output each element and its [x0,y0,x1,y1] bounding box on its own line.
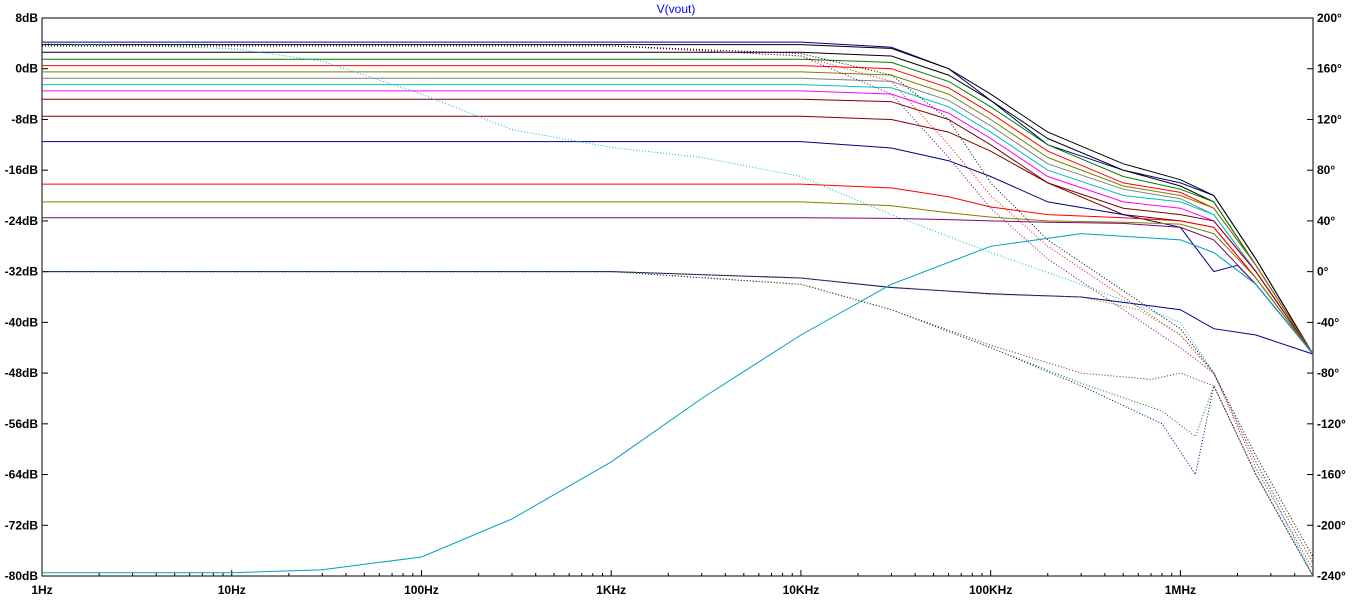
x-tick-label-4: 10KHz [783,583,820,597]
y-tick-label-9: -64dB [5,468,39,482]
phase-trace-2 [42,45,1314,570]
y-tick-label-11: -80dB [5,569,39,583]
phase-trace-7 [42,271,1314,577]
x-axis: 1Hz 10Hz 100Hz 1KHz 10KHz 100KHz 1MHz [31,570,1314,597]
magnitude-trace-9 [42,98,1314,355]
y2-tick-label-8: -120° [1317,417,1346,431]
y-tick-label-5: -32dB [5,265,39,279]
y-tick-label-1: 0dB [15,62,38,76]
magnitude-trace-13 [42,201,1314,355]
magnitude-trace-16 [42,233,1314,574]
magnitude-trace-7 [42,84,1314,355]
y2-tick-label-3: 80° [1317,163,1335,177]
y2-tick-label-0: 200° [1317,11,1342,25]
y2-tick-label-9: -160° [1317,468,1346,482]
magnitude-trace-15 [42,271,1314,355]
phase-trace-4 [42,271,1314,564]
y-tick-label-6: -40dB [5,315,39,329]
y2-tick-label-6: -40° [1317,315,1339,329]
magnitude-trace-3 [42,58,1314,355]
y-tick-label-0: 8dB [15,11,38,25]
x-tick-label-1: 10Hz [218,583,246,597]
y2-tick-label-4: 40° [1317,214,1335,228]
phase-trace-6 [42,271,1314,577]
x-tick-label-6: 1MHz [1165,583,1196,597]
y-tick-label-3: -16dB [5,163,39,177]
y-tick-label-4: -24dB [5,214,39,228]
phase-trace-0 [41,42,1314,577]
y2-tick-label-1: 160° [1317,62,1342,76]
x-tick-label-2: 100Hz [404,583,439,597]
y2-tick-label-11: -240° [1317,569,1346,583]
phase-trace-5 [42,271,1314,577]
y2-tick-label-7: -80° [1317,366,1339,380]
y2-tick-label-2: 120° [1317,112,1342,126]
magnitude-trace-14 [42,217,1314,355]
y-tick-label-7: -48dB [5,366,39,380]
phase-traces [41,42,1314,577]
chart-title: V(vout) [657,2,696,16]
y2-tick-label-5: 0° [1317,265,1329,279]
x-tick-label-3: 1KHz [596,583,626,597]
magnitude-trace-4 [42,65,1314,355]
plot-area-frame [41,17,1314,577]
y2-tick-label-10: -200° [1317,518,1346,532]
magnitude-trace-1 [42,44,1314,355]
x-tick-label-5: 100KHz [969,583,1012,597]
magnitude-trace-12 [42,183,1314,355]
x-tick-label-0: 1Hz [31,583,52,597]
phase-trace-1 [42,45,1314,564]
y-tick-label-10: -72dB [5,518,39,532]
y-tick-label-8: -56dB [5,417,39,431]
magnitude-trace-10 [42,115,1314,355]
y-axis-right: 200° 160° 120° 80° 40° 0° -40° -80° -120° -160° -2… [1307,11,1346,583]
y-tick-label-2: -8dB [11,112,38,126]
magnitude-trace-6 [42,77,1314,355]
magnitude-traces [42,41,1314,574]
magnitude-trace-5 [42,71,1314,355]
phase-trace-3 [42,45,1314,558]
y-axis-left: 8dB 0dB -8dB -16dB -24dB -32dB -40dB -48dB -56dB… [5,11,48,583]
magnitude-trace-11 [42,141,1314,355]
magnitude-trace-0 [42,41,1314,355]
magnitude-trace-2 [42,51,1314,355]
